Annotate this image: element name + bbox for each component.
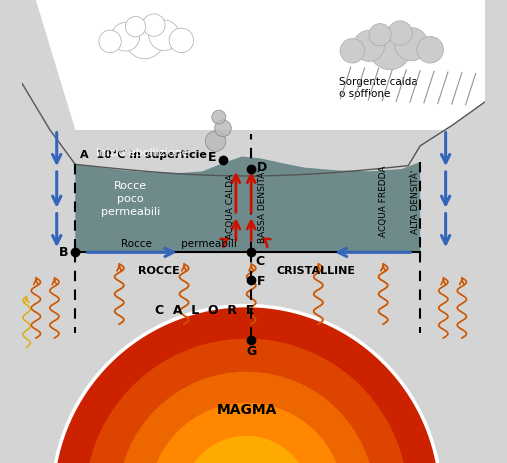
- Circle shape: [111, 23, 139, 51]
- Wedge shape: [183, 436, 311, 463]
- Circle shape: [142, 14, 165, 36]
- Polygon shape: [75, 156, 420, 252]
- Circle shape: [340, 38, 365, 63]
- Circle shape: [214, 120, 231, 137]
- Text: C  A  L  O  R  E: C A L O R E: [155, 304, 255, 317]
- Wedge shape: [150, 403, 344, 463]
- Text: A  10°C in superficie: A 10°C in superficie: [80, 150, 207, 160]
- Text: ALTA DENSITÀ': ALTA DENSITÀ': [411, 169, 420, 234]
- Circle shape: [169, 28, 194, 53]
- Circle shape: [99, 30, 121, 53]
- Text: BASSA DENSITÀ': BASSA DENSITÀ': [258, 169, 267, 243]
- Polygon shape: [22, 130, 485, 463]
- Text: Rocce         permeabili: Rocce permeabili: [122, 239, 237, 249]
- Circle shape: [205, 131, 226, 151]
- Circle shape: [369, 27, 411, 70]
- Circle shape: [212, 110, 226, 124]
- Text: G: G: [246, 345, 257, 358]
- Text: D: D: [257, 161, 268, 174]
- Text: CRISTALLINE: CRISTALLINE: [276, 266, 355, 276]
- Text: Inizio ebollizione: Inizio ebollizione: [96, 148, 189, 158]
- Polygon shape: [22, 0, 485, 130]
- Wedge shape: [52, 306, 441, 463]
- Wedge shape: [118, 372, 375, 463]
- Text: B: B: [59, 246, 68, 259]
- Circle shape: [388, 21, 412, 45]
- Circle shape: [417, 37, 444, 63]
- Circle shape: [394, 27, 428, 61]
- Polygon shape: [22, 0, 75, 252]
- Circle shape: [125, 16, 146, 37]
- Circle shape: [149, 20, 179, 50]
- Polygon shape: [22, 83, 485, 463]
- Text: MAGMA: MAGMA: [216, 403, 277, 417]
- Circle shape: [369, 24, 391, 46]
- Circle shape: [125, 20, 164, 59]
- Text: Rocce
poco
permeabili: Rocce poco permeabili: [101, 181, 160, 217]
- Text: Sorgente calda
o soffione: Sorgente calda o soffione: [339, 77, 418, 99]
- Text: C: C: [256, 255, 265, 268]
- Text: ROCCE: ROCCE: [138, 266, 179, 276]
- Text: ACQUA CALDA: ACQUA CALDA: [226, 174, 235, 238]
- Text: E: E: [208, 151, 216, 164]
- Wedge shape: [85, 338, 408, 463]
- Circle shape: [353, 30, 384, 62]
- Text: ACQUA FREDDA: ACQUA FREDDA: [379, 166, 388, 237]
- Text: F: F: [257, 275, 266, 288]
